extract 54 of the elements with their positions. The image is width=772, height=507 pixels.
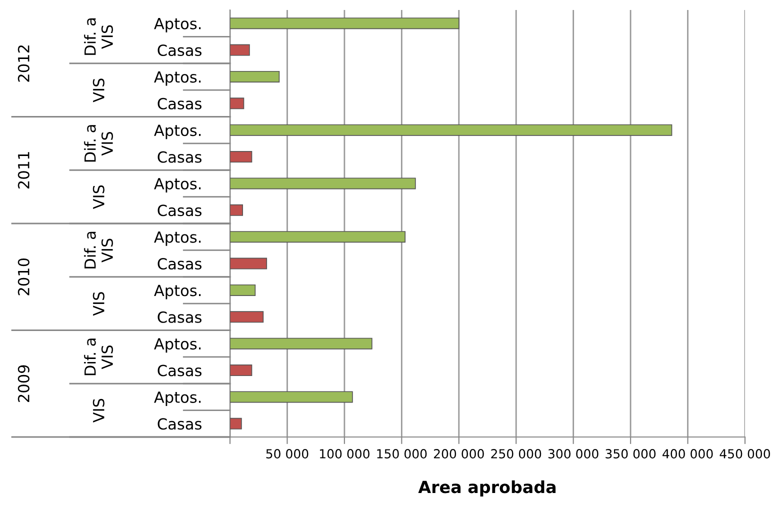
x-tick-label: 400 000 — [662, 449, 713, 458]
text: 2010 — [18, 258, 30, 296]
text: VIS — [92, 78, 104, 102]
text: VIS — [92, 185, 104, 210]
bar — [230, 418, 242, 430]
text: 2009 — [18, 365, 30, 402]
bar — [230, 391, 353, 403]
y-tick-label: Casas — [158, 418, 202, 430]
bar — [230, 284, 256, 296]
text: 2011 — [18, 152, 30, 188]
text: VIS — [92, 398, 104, 423]
y-tick-label: Aptos. — [154, 71, 201, 86]
bar — [230, 311, 264, 323]
x-tick-label: 350 000 — [606, 449, 656, 458]
bar — [230, 18, 460, 30]
text: Dif. a VIS — [84, 125, 113, 162]
y-tick-label: Casas — [158, 204, 202, 216]
x-tick-label: 450 000 — [720, 449, 770, 458]
y-tick-label: Casas — [158, 258, 202, 270]
y-tick-label: Casas — [158, 98, 202, 110]
bar — [230, 151, 252, 163]
text: Dif. a VIS — [84, 338, 113, 376]
y-tick-label: Casas — [158, 151, 202, 163]
y-tick-label: Aptos. — [154, 18, 201, 32]
bar — [230, 124, 672, 136]
x-axis-title: Area aprobada — [418, 480, 556, 496]
y-tick-label: Aptos. — [154, 178, 201, 192]
y-tick-label: Aptos. — [154, 392, 201, 406]
x-tick-label: 300 000 — [548, 449, 598, 458]
x-tick-label: 50 000 — [266, 449, 308, 458]
bar — [230, 364, 252, 376]
x-tick-label: 100 000 — [320, 449, 370, 458]
bar — [230, 178, 416, 190]
y-tick-label: Aptos. — [154, 124, 201, 140]
bar — [230, 204, 244, 216]
y-tick-label: Aptos. — [154, 284, 201, 300]
bar — [230, 70, 280, 82]
bar — [230, 231, 406, 243]
x-tick-label: 150 000 — [377, 449, 427, 458]
y-tick-label: Aptos. — [154, 338, 201, 353]
text: 2012 — [18, 45, 30, 82]
y-tick-label: Aptos. — [154, 232, 201, 246]
y-tick-label: Casas — [158, 364, 202, 376]
text: VIS — [92, 292, 104, 316]
bar — [230, 44, 250, 56]
y-tick-label: Casas — [158, 311, 202, 323]
bar — [230, 338, 372, 350]
x-tick-label: 250 000 — [491, 449, 542, 458]
text: Dif. a VIS — [84, 18, 113, 55]
text: Dif. a VIS — [84, 232, 113, 268]
bar — [230, 98, 244, 110]
x-tick-label: 200 000 — [434, 449, 484, 458]
bar — [230, 258, 268, 270]
y-tick-label: Casas — [158, 44, 202, 56]
